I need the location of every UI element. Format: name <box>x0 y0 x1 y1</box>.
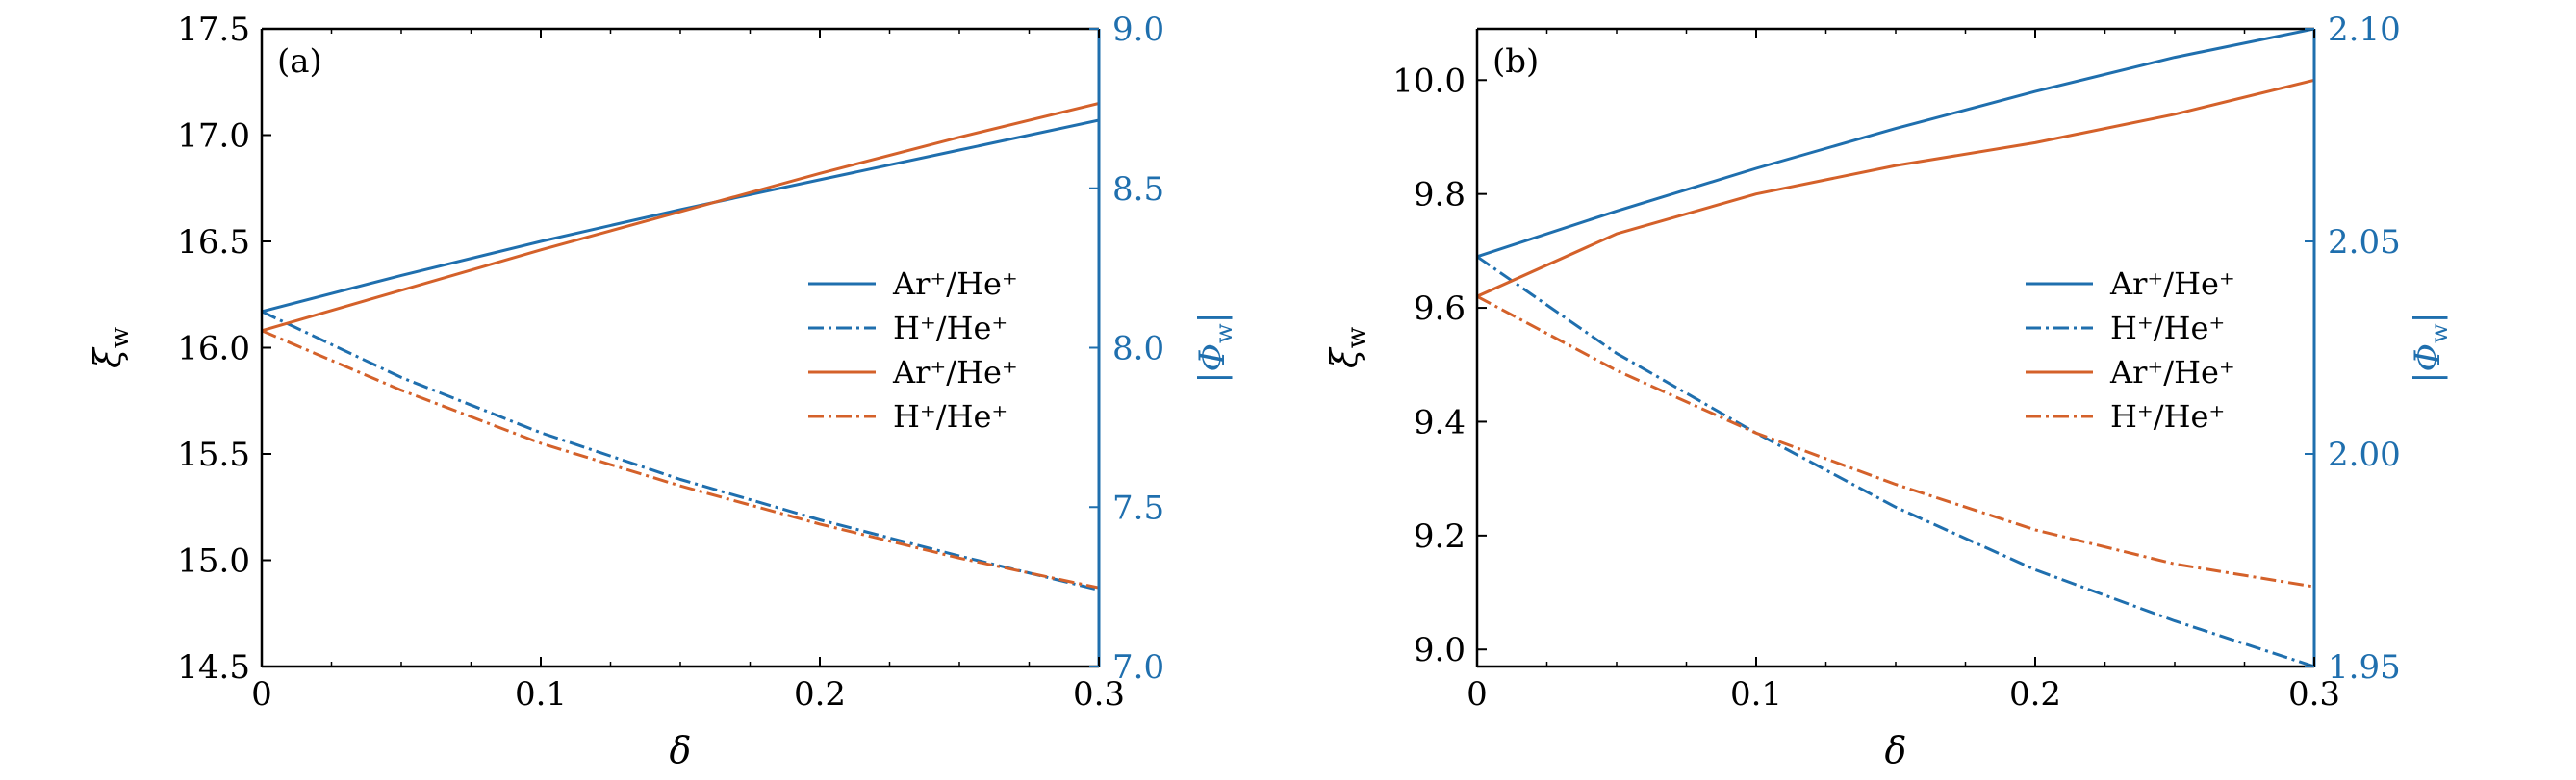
legend-label: H⁺/He⁺ <box>2110 310 2225 346</box>
legend-label: Ar⁺/He⁺ <box>892 265 1018 302</box>
chart-panel-b: 0 0.1 0.2 0.3 9.0 9.2 9.4 9.6 9.8 10.0 1.95 2.00 2.0… <box>1323 11 2453 771</box>
x-axis-label: δ <box>670 729 692 771</box>
chart-panel-a: 0 0.1 0.2 0.3 14.5 15.0 15.5 16.0 16.5 17.0 17.5 7.… <box>87 11 1237 771</box>
y-left-tick-label: 17.0 <box>177 117 250 156</box>
x-tick-label: 0.2 <box>794 675 846 714</box>
y-left-tick-label: 16.0 <box>177 330 250 368</box>
series-line-0 <box>1477 29 2314 259</box>
y-right-axis-label: |Φw| <box>1193 312 1237 383</box>
y-right-tick-label: 1.95 <box>2328 648 2401 687</box>
y-right-tick-label: 8.0 <box>1112 330 1164 368</box>
y-right-tick-label: 7.0 <box>1112 648 1164 687</box>
x-tick-label: 0.1 <box>515 675 567 714</box>
y-right-tick-label: 2.10 <box>2328 11 2401 49</box>
series-line-2 <box>1477 78 2314 298</box>
y-left-tick-label: 9.2 <box>1414 517 1466 556</box>
y-left-tick-label: 9.8 <box>1414 176 1466 214</box>
panel-label: (a) <box>277 42 322 81</box>
x-tick-label: 0.3 <box>1073 675 1125 714</box>
series-line-3 <box>1477 294 2314 589</box>
legend-label: Ar⁺/He⁺ <box>892 354 1018 390</box>
y-left-tick-label: 15.5 <box>177 436 250 474</box>
y-left-tick-label: 16.5 <box>177 223 250 262</box>
y-left-tick-label: 9.0 <box>1414 631 1466 669</box>
x-tick-label: 0.1 <box>1730 675 1782 714</box>
y-right-tick-label: 9.0 <box>1112 11 1164 49</box>
panel-label: (b) <box>1492 42 1539 81</box>
x-tick-label: 0 <box>251 675 272 714</box>
x-tick-label: 0.3 <box>2288 675 2340 714</box>
y-left-tick-label: 9.4 <box>1414 403 1466 441</box>
y-left-axis-label: ξw <box>87 327 135 368</box>
legend-label: H⁺/He⁺ <box>893 398 1007 435</box>
y-left-tick-label: 15.0 <box>177 542 250 581</box>
y-right-tick-label: 2.00 <box>2328 436 2401 474</box>
series-line-3 <box>262 329 1099 590</box>
y-right-tick-label: 7.5 <box>1112 489 1164 527</box>
y-left-tick-label: 9.6 <box>1414 289 1466 328</box>
legend: Ar⁺/He⁺ H⁺/He⁺ Ar⁺/He⁺ H⁺/He⁺ <box>2026 265 2235 435</box>
y-right-tick-label: 8.5 <box>1112 170 1164 209</box>
y-left-axis-label: ξw <box>1323 327 1371 368</box>
x-tick-label: 0.2 <box>2009 675 2061 714</box>
legend-label: Ar⁺/He⁺ <box>2109 354 2235 390</box>
y-left-tick-label: 10.0 <box>1392 62 1466 100</box>
y-right-tick-label: 2.05 <box>2328 223 2401 262</box>
y-right-axis-label: |Φw| <box>2409 312 2453 383</box>
legend-label: H⁺/He⁺ <box>893 310 1007 346</box>
legend: Ar⁺/He⁺ H⁺/He⁺ Ar⁺/He⁺ H⁺/He⁺ <box>808 265 1018 435</box>
series-line-0 <box>262 118 1099 314</box>
x-axis-label: δ <box>1885 729 1907 771</box>
y-left-tick-label: 17.5 <box>177 11 250 49</box>
legend-label: H⁺/He⁺ <box>2110 398 2225 435</box>
x-tick-label: 0 <box>1467 675 1488 714</box>
series-line-1 <box>262 310 1099 591</box>
series-line-2 <box>262 101 1099 333</box>
legend-label: Ar⁺/He⁺ <box>2109 265 2235 302</box>
series-line-1 <box>1477 255 2314 667</box>
y-left-tick-label: 14.5 <box>177 648 250 687</box>
